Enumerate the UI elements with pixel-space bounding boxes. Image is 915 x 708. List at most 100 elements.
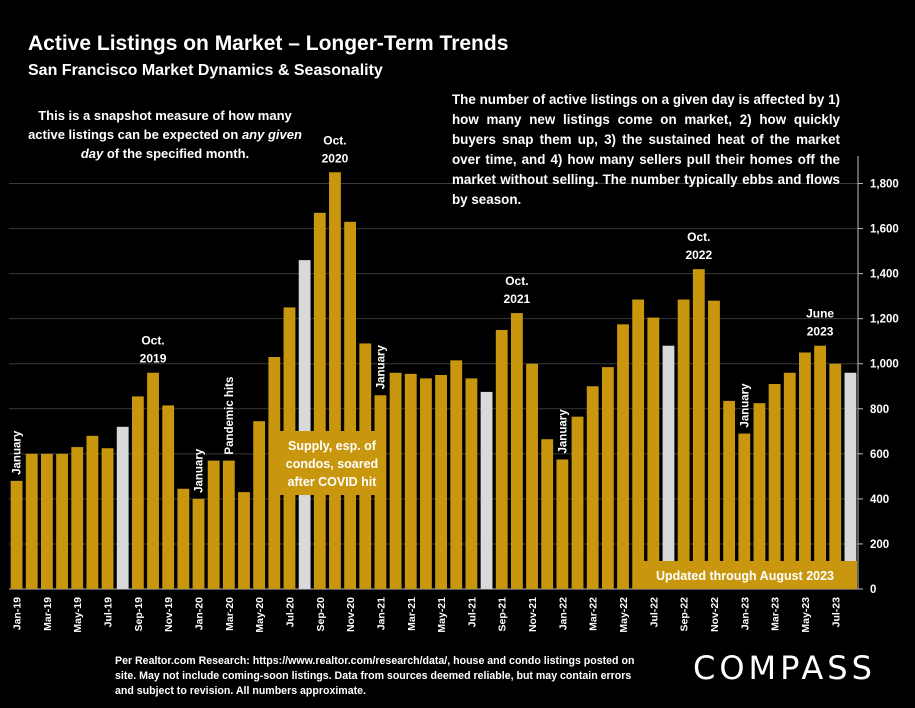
highlight-bar [116, 426, 129, 589]
bar-annotation: 2019 [140, 352, 167, 366]
chart-subtitle: San Francisco Market Dynamics & Seasonal… [28, 62, 383, 79]
bar [268, 356, 281, 589]
x-tick-label: Jul-21 [466, 597, 478, 628]
snapshot-note-part2: of the specified month. [106, 146, 250, 161]
bar [192, 498, 205, 589]
bar [692, 269, 705, 589]
x-tick-label: Mar-20 [224, 597, 236, 631]
highlight-bar [662, 345, 675, 589]
bar-annotation: 2021 [504, 292, 531, 306]
x-tick-label: Nov-22 [709, 597, 721, 632]
bar [465, 378, 478, 589]
bar-annotation: June [806, 307, 834, 321]
bar [586, 386, 599, 589]
bar [71, 447, 84, 589]
bar [541, 439, 554, 589]
bar [601, 367, 614, 589]
x-tick-label: May-21 [436, 597, 448, 633]
bar [10, 480, 23, 589]
source-footnote: Per Realtor.com Research: https://www.re… [115, 655, 635, 697]
bar-annotation: January [557, 409, 569, 454]
annotation-layer: Jan-19 Mar-19 May-19 Jul-19 Sep-19 Nov-19 Jan-… [12, 133, 857, 633]
covid-callout-text: condos, soared [286, 457, 378, 471]
bar-annotation: 2022 [685, 248, 712, 262]
updated-callout-box [633, 561, 857, 589]
bar [404, 373, 417, 589]
x-tick-label: Mar-19 [42, 597, 54, 631]
y-tick-label: 200 [870, 539, 889, 551]
bar [526, 363, 538, 589]
bar [162, 405, 175, 589]
bar-annotation: 2023 [807, 325, 834, 339]
bar [147, 372, 159, 589]
covid-callout-text: after COVID hit [288, 475, 378, 489]
x-tick-label: May-22 [618, 597, 630, 633]
bar [207, 460, 220, 589]
bar [222, 460, 235, 589]
x-tick-label: May-23 [800, 597, 812, 633]
bar-annotation: 2020 [322, 151, 349, 165]
bar [435, 375, 447, 589]
bar [313, 212, 326, 589]
x-tick-label: Jan-22 [557, 597, 569, 630]
covid-callout-text: Supply, esp. of [288, 439, 377, 453]
bar [723, 400, 736, 589]
y-tick-label: 1,800 [870, 179, 899, 191]
bar [344, 221, 357, 590]
x-tick-label: Mar-21 [406, 597, 418, 631]
updated-callout-text: Updated through August 2023 [656, 569, 834, 583]
y-tick-label: 0 [870, 584, 876, 596]
y-tick-label: 600 [870, 449, 889, 461]
bar [329, 172, 341, 589]
bar [571, 416, 584, 589]
bar-annotation: January [375, 345, 387, 390]
y-tick-label: 800 [870, 404, 889, 416]
x-tick-label: Mar-23 [770, 597, 782, 631]
bar [131, 396, 144, 589]
x-tick-label: May-19 [72, 597, 84, 633]
x-tick-label: Jul-19 [103, 597, 115, 628]
snapshot-note: This is a snapshot measure of how many a… [20, 106, 310, 163]
bar-annotation: Oct. [687, 230, 710, 244]
bar [799, 352, 811, 589]
bar [86, 435, 99, 589]
bar [495, 329, 508, 589]
x-tick-label: May-20 [254, 597, 266, 633]
x-tick-label: Sep-20 [315, 597, 327, 632]
bar [450, 360, 463, 589]
bar [647, 317, 660, 589]
x-tick-label: Jan-23 [739, 597, 751, 630]
compass-logo: COMPASS [693, 649, 876, 687]
x-tick-label: Sep-21 [497, 597, 509, 632]
bar [253, 421, 266, 589]
bar [783, 372, 796, 589]
bar [617, 324, 629, 589]
x-tick-label: Jan-19 [12, 597, 24, 630]
x-tick-label: Sep-22 [679, 597, 691, 632]
x-tick-label: Nov-21 [527, 597, 539, 632]
y-tick-label: 1,200 [870, 314, 899, 326]
highlight-bar [844, 372, 857, 589]
y-tick-label: 1,600 [870, 224, 899, 236]
bar [25, 453, 38, 589]
bar [556, 459, 569, 589]
bar-annotation: Pandemic hits [224, 377, 236, 455]
x-tick-label: Nov-19 [163, 597, 175, 632]
bar-annotation: January [194, 448, 206, 493]
x-tick-label: Sep-19 [133, 597, 145, 632]
explanation-note: The number of active listings on a given… [452, 92, 840, 207]
bar [708, 300, 720, 589]
bar-annotation: January [739, 383, 751, 428]
bar-annotation: Oct. [323, 133, 346, 147]
x-tick-label: Mar-22 [588, 597, 600, 631]
bar-annotation: Oct. [141, 334, 164, 348]
bar [420, 378, 432, 589]
bar [510, 313, 523, 589]
bar [177, 488, 190, 589]
x-tick-label: Jul-22 [648, 597, 660, 628]
snapshot-note-part1: This is a snapshot measure of how many a… [28, 108, 292, 142]
bar [101, 448, 114, 589]
covid-callout-box [279, 431, 385, 495]
bar [677, 299, 690, 589]
